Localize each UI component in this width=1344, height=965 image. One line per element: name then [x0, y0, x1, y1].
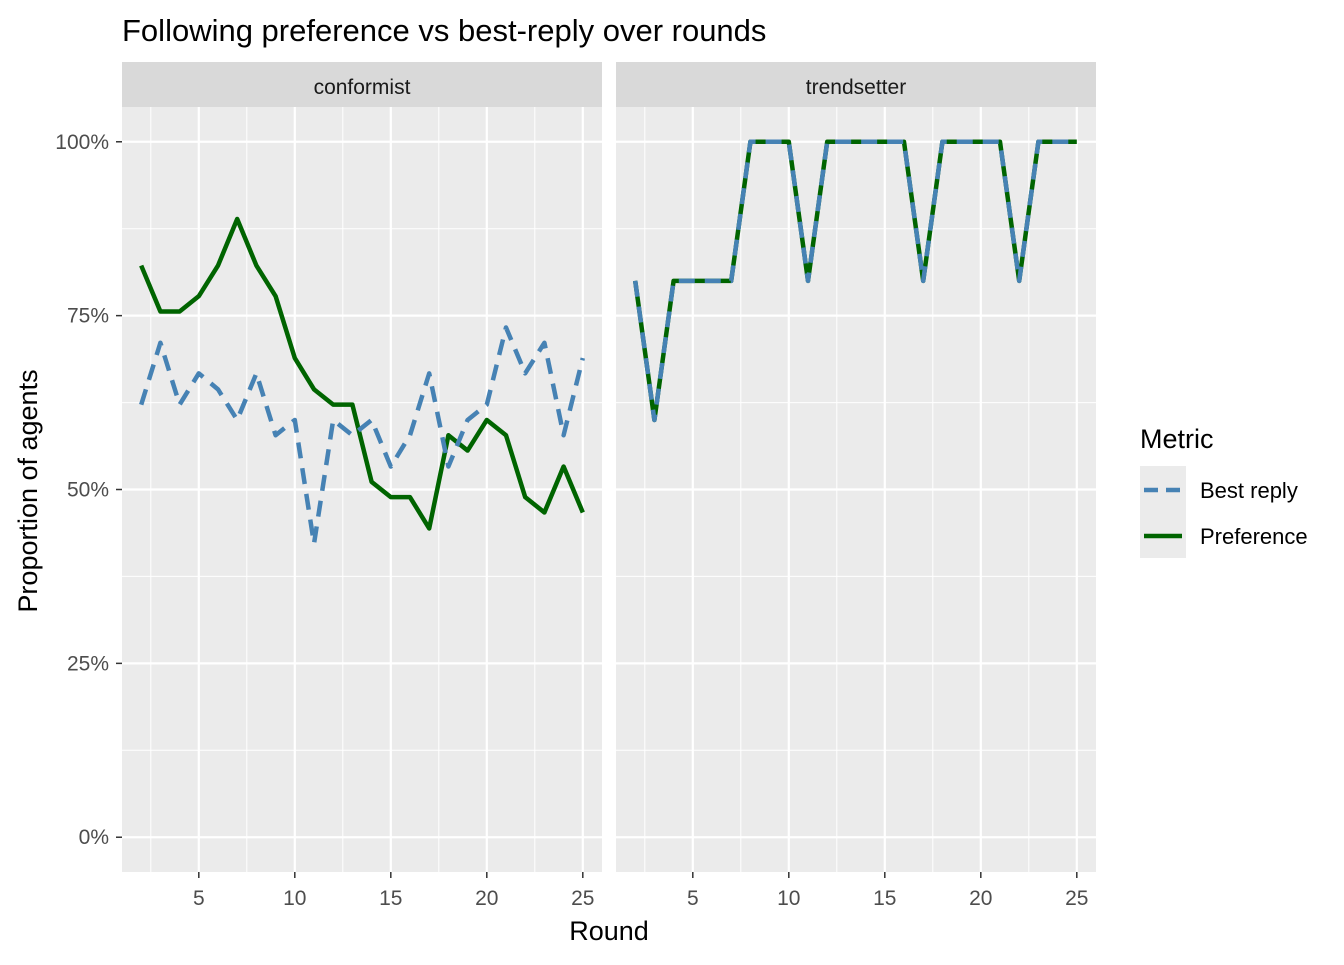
x-tick-label: 25 — [571, 887, 594, 910]
x-tick-label: 15 — [379, 887, 402, 910]
x-tick-label: 5 — [687, 887, 699, 910]
legend: Metric Best reply Preference — [1140, 424, 1308, 558]
y-tick-label: 25% — [67, 652, 109, 675]
x-tick-label: 10 — [283, 887, 306, 910]
legend-label-preference: Preference — [1200, 524, 1308, 549]
y-tick-label: 100% — [55, 131, 109, 154]
legend-key-bg — [1140, 466, 1186, 558]
x-tick-label: 20 — [969, 887, 992, 910]
chart-title: Following preference vs best-reply over … — [122, 13, 766, 48]
series-line-best-reply — [632, 139, 1077, 423]
y-axis-label: Proportion of agents — [13, 369, 43, 612]
x-tick-label: 25 — [1065, 887, 1088, 910]
x-axis-label: Round — [569, 916, 649, 946]
facet-strip — [122, 62, 602, 107]
legend-title: Metric — [1140, 424, 1214, 454]
legend-label-best-reply: Best reply — [1200, 478, 1298, 503]
x-tick-label: 15 — [873, 887, 896, 910]
y-tick-label: 50% — [67, 479, 109, 502]
facet-strip — [616, 62, 1096, 107]
y-tick-label: 75% — [67, 305, 109, 328]
facet-strip-label: conformist — [314, 76, 411, 99]
x-tick-label: 10 — [777, 887, 800, 910]
series-line-best-reply — [139, 325, 585, 546]
y-tick-label: 0% — [79, 826, 109, 849]
facet-strip-label: trendsetter — [806, 76, 906, 99]
series-line-preference — [139, 216, 585, 531]
x-tick-label: 5 — [193, 887, 205, 910]
x-tick-label: 20 — [475, 887, 498, 910]
